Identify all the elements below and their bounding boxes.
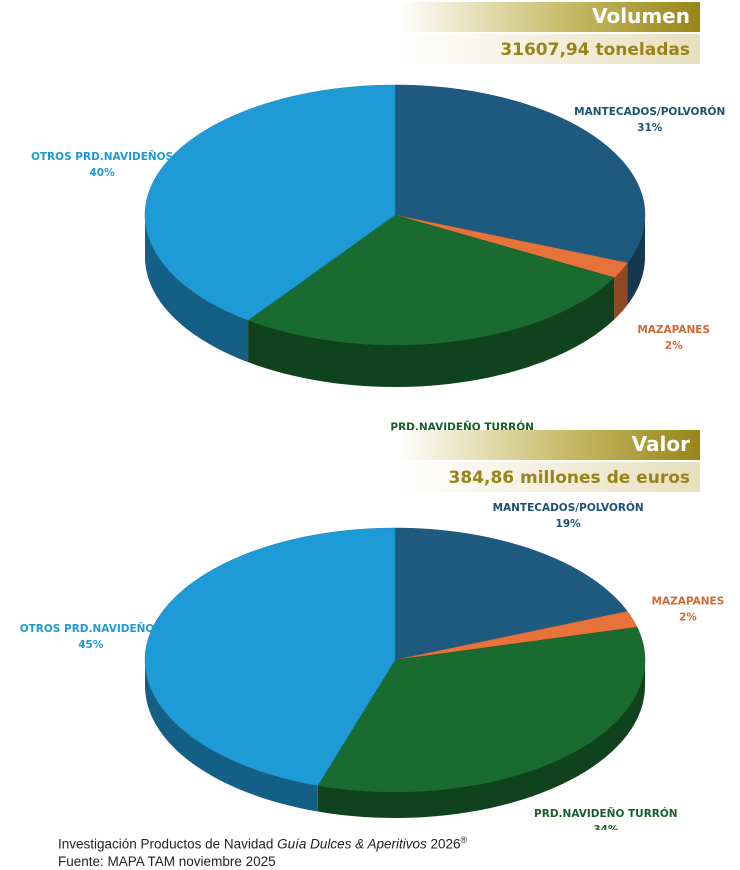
chart-subtitle: 31607,94 toneladas <box>500 40 690 60</box>
note-year: 2026 <box>430 836 461 852</box>
subtitle-band <box>398 462 700 492</box>
footer-source: Fuente: MAPA TAM noviembre 2025 <box>58 853 276 869</box>
slice-value: 45% <box>78 639 104 651</box>
note-italic: Guía Dulces & Aperitivos <box>277 836 427 852</box>
chart-title: Volumen <box>592 4 690 28</box>
slice-side <box>627 215 645 305</box>
slice <box>144 84 396 321</box>
slice-label: MANTECADOS/POLVORÓN <box>574 105 725 118</box>
title-band <box>398 430 700 460</box>
slice-label: MAZAPANES <box>637 324 710 336</box>
slice-side <box>614 262 628 320</box>
chart-subtitle: 384,86 millones de euros <box>449 468 691 488</box>
slice-label: MAZAPANES <box>652 595 725 607</box>
slice <box>144 527 396 786</box>
title-band <box>398 2 700 32</box>
subtitle-band <box>398 34 700 64</box>
slice <box>317 626 646 793</box>
slice-value: 40% <box>90 167 116 179</box>
slice-side <box>145 660 318 812</box>
chart-title: Valor <box>632 432 690 456</box>
slice-label: OTROS PRD.NAVIDEÑOS <box>31 150 173 163</box>
slice-value: 34% <box>593 824 619 830</box>
charts: Volumen 31607,94 toneladas MANTECADOS/POLV… <box>20 2 725 830</box>
slice-value: 31% <box>637 122 663 134</box>
slice-label: PRD.NAVIDEÑO TURRÓN <box>534 807 678 820</box>
slice-value: 2% <box>679 611 697 623</box>
slice <box>394 611 638 661</box>
footer-note: Investigación Productos de Navidad Guía … <box>58 832 467 853</box>
slice-side <box>317 660 645 818</box>
slice <box>247 214 615 346</box>
slice <box>394 84 646 264</box>
slice <box>394 214 628 278</box>
slice-value: 2% <box>665 340 683 352</box>
slice-side <box>145 215 249 363</box>
slice <box>394 527 628 661</box>
slice-label: MANTECADOS/POLVORÓN <box>493 501 644 514</box>
slice-value: 19% <box>556 518 582 530</box>
slice-label: OTROS PRD.NAVIDEÑOS <box>20 622 162 635</box>
footer: Investigación Productos de Navidad Guía … <box>58 832 467 870</box>
note-mark: ® <box>460 835 468 845</box>
note-text: Investigación Productos de Navidad <box>58 836 274 852</box>
slice-side <box>248 277 615 387</box>
